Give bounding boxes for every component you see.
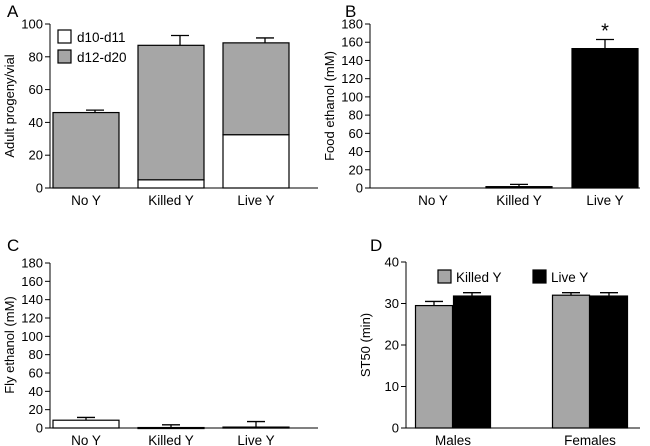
panel-b-y-tick-label: 60: [349, 126, 363, 141]
panel-c-x-tick-label: No Y: [71, 433, 101, 446]
panel-b-x-tick-label: Live Y: [586, 193, 623, 208]
panel-a-x-tick-label: Live Y: [237, 193, 274, 208]
panel-d-bar-killed-y: [551, 294, 591, 429]
panel-b-y-tick-label: 140: [341, 53, 363, 68]
panel-d: Killed Y Live Y 0 10 20 30 40 ST50 (min) Males Fe…: [358, 236, 640, 446]
panel-a-y-tick-label: 20: [29, 148, 43, 163]
panel-d-legend-swatch: [532, 269, 547, 284]
panel-a-y-tick-label: 100: [21, 17, 43, 32]
panel-a-legend-swatch: [57, 49, 72, 64]
panel-b-bar: [571, 47, 639, 189]
panel-a-bar-d10-d11: [222, 134, 290, 189]
panel-b-x-tick-label: No Y: [418, 193, 448, 208]
panel-d-x-tick-label: Males: [435, 433, 471, 446]
panel-b-letter: B: [345, 2, 356, 21]
panel-d-y-tick-label: 10: [385, 379, 399, 394]
panel-b-y-tick-label: 180: [341, 17, 363, 32]
panel-c-y-tick-label: 100: [21, 329, 43, 344]
panel-d-bar-live-y: [589, 295, 629, 429]
panel-a-bar-d10-d11: [137, 179, 205, 189]
panel-d-y-axis-label: ST50 (min): [358, 313, 373, 377]
panel-d-legend-swatch: [437, 269, 452, 284]
panel-a-bar-d12-d20: [52, 111, 120, 189]
panel-a-letter: A: [7, 2, 19, 21]
panel-c-x-tick-label: Live Y: [237, 433, 274, 446]
panel-d-bar-killed-y: [414, 304, 454, 429]
panel-b-y-tick-label: 40: [349, 144, 363, 159]
panel-a: d10-d11 d12-d20 0 20 40 60 80 100 Adult progeny/…: [2, 2, 318, 208]
panel-d-legend-label: Live Y: [551, 270, 588, 285]
panel-d-y-tick-label: 30: [385, 296, 399, 311]
panel-b-y-axis-label: Food ethanol (mM): [322, 51, 337, 161]
panel-a-bar-d12-d20: [222, 42, 290, 136]
panel-a-y-tick-label: 40: [29, 115, 43, 130]
panel-d-y-tick-label: 40: [385, 255, 399, 270]
panel-b-x-tick-label: Killed Y: [496, 193, 542, 208]
panel-c-y-tick-label: 120: [21, 311, 43, 326]
panel-c-y-axis-label: Fly ethanol (mM): [2, 296, 17, 394]
panel-a-x-tick-label: Killed Y: [148, 193, 194, 208]
panel-a-y-tick-label: 60: [29, 82, 43, 97]
panel-b-significance-marker: *: [601, 20, 609, 42]
panel-c-y-tick-label: 40: [29, 384, 43, 399]
panel-c-bar: [52, 419, 120, 429]
panel-b-y-tick-label: 160: [341, 35, 363, 50]
panel-c-y-tick-label: 0: [36, 421, 43, 436]
panel-c-y-tick-label: 80: [29, 347, 43, 362]
panel-b-y-tick-label: 100: [341, 89, 363, 104]
panel-d-x-tick-label: Females: [564, 433, 616, 446]
panel-a-y-tick-label: 0: [36, 181, 43, 196]
panel-a-x-tick-label: No Y: [71, 193, 101, 208]
panel-a-legend-label: d10-d11: [77, 30, 126, 45]
panel-d-legend-label: Killed Y: [456, 270, 502, 285]
panel-d-y-tick-label: 20: [385, 338, 399, 353]
panel-c-y-tick-label: 60: [29, 366, 43, 381]
panel-c-letter: C: [7, 236, 19, 255]
panel-a-legend-swatch: [57, 29, 72, 44]
panel-c-x-tick-label: Killed Y: [148, 433, 194, 446]
panel-d-letter: D: [370, 236, 382, 255]
panel-d-bar-live-y: [452, 295, 492, 429]
panel-d-y-tick-label: 0: [392, 421, 399, 436]
panel-b: * 0 20 40 60 80 100 120 140 160 180 Food ethanol (m…: [322, 2, 640, 208]
panel-c: 0 20 40 60 80 100 120 140 160 180 Fly ethanol (mM)…: [2, 236, 318, 446]
panel-b-y-tick-label: 20: [349, 162, 363, 177]
panel-c-y-tick-label: 180: [21, 256, 43, 271]
panel-a-legend-label: d12-d20: [77, 50, 127, 65]
panel-a-bar-d12-d20: [137, 44, 205, 181]
panel-a-y-axis-label: Adult progeny/vial: [2, 54, 17, 157]
panel-a-y-tick-label: 80: [29, 49, 43, 64]
panel-c-y-tick-label: 20: [29, 402, 43, 417]
panel-c-y-tick-label: 160: [21, 274, 43, 289]
panel-b-y-tick-label: 80: [349, 108, 363, 123]
panel-c-y-tick-label: 140: [21, 292, 43, 307]
panel-b-y-tick-label: 120: [341, 71, 363, 86]
panel-b-y-tick-label: 0: [356, 181, 363, 196]
